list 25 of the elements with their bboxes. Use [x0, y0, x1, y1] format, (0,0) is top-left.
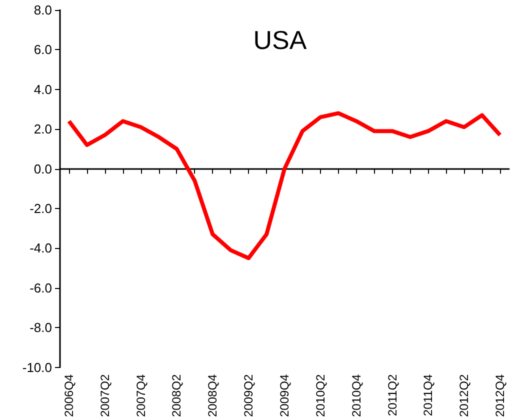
- y-tick-label: -6.0: [30, 280, 52, 296]
- x-tick-label: 2008Q4: [206, 374, 220, 417]
- x-tick-label: 2012Q4: [493, 374, 508, 417]
- y-tick-label: 8.0: [34, 2, 52, 18]
- x-tick-label: 2006Q4: [62, 374, 76, 417]
- y-tick-label: 6.0: [34, 42, 52, 58]
- y-tick-label: -2.0: [30, 201, 52, 216]
- y-tick-label: 0.0: [34, 161, 52, 176]
- y-tick-label: 4.0: [34, 82, 52, 97]
- y-tick-label: -10.0: [22, 360, 52, 375]
- x-tick-label: 2007Q2: [98, 374, 112, 417]
- x-tick-label: 2010Q2: [313, 374, 328, 417]
- x-tick-label: 2011Q2: [385, 374, 400, 416]
- x-tick-label: 2007Q4: [134, 374, 148, 417]
- text: USA: [253, 25, 308, 55]
- y-tick-label: -4.0: [30, 240, 52, 256]
- x-tick-label: 2009Q4: [278, 374, 292, 417]
- line-series: [66, 111, 502, 260]
- x-tick-label: 2009Q2: [242, 374, 256, 417]
- x-tick-label: 2011Q4: [421, 374, 436, 416]
- y-tick-label: 2.0: [34, 122, 52, 137]
- y-tick-label: -8.0: [30, 320, 52, 336]
- x-tick-label: 2012Q2: [457, 374, 472, 417]
- x-tick-label: 2008Q2: [170, 374, 184, 417]
- x-tick-label: 2010Q4: [349, 374, 364, 417]
